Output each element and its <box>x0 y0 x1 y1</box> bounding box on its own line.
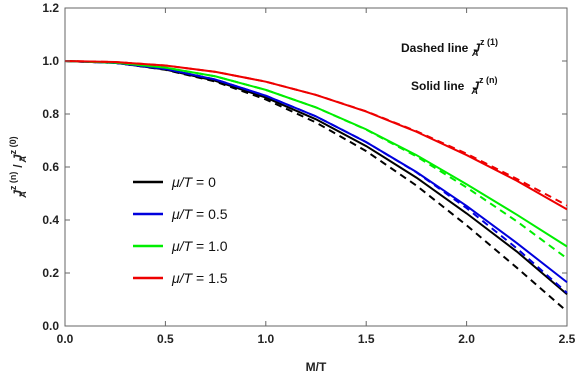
series-1-dashed-line <box>64 60 568 294</box>
series-3-solid-line <box>64 60 568 211</box>
y-label-main-2: J <box>11 154 25 161</box>
y-label-sup-1: z (n) <box>8 172 18 191</box>
legend-label-0: μ/T = 0 <box>171 174 216 190</box>
legend-label-3: μ/T = 1.5 <box>171 270 228 286</box>
legend-label-2: μ/T = 1.0 <box>171 238 228 254</box>
series-0-solid-line <box>64 60 568 295</box>
y-tick-label: 1.2 <box>42 1 59 15</box>
y-tick-label: 0.0 <box>42 319 59 333</box>
x-tick-label: 1.0 <box>257 332 274 346</box>
y-label-sub-1: A <box>18 191 28 199</box>
ticks-layer: 0.0 0.5 1.0 1.5 2.0 2.5 0.0 0.2 0.4 0.6 0.8 1.0 1.2 <box>42 1 575 346</box>
annotation-dashed: Dashed line Jz (1) A <box>401 37 498 58</box>
y-label-slash: / <box>11 161 25 171</box>
x-tick-label: 0.5 <box>157 332 174 346</box>
series-2-solid-line <box>64 60 568 248</box>
annotation-dashed-text: Dashed line Jz (1) A <box>401 37 498 58</box>
y-label-main-1: J <box>11 190 25 197</box>
x-tick-label: 0.0 <box>57 332 74 346</box>
annotation-solid-text: Solid line Jz (n) A <box>411 75 498 96</box>
series-0-dashed-line <box>64 60 568 313</box>
annotation-solid: Solid line Jz (n) A <box>411 75 498 96</box>
x-tick-label: 2.0 <box>458 332 475 346</box>
x-axis-label: M/T <box>306 360 327 374</box>
x-tick-label: 1.5 <box>358 332 375 346</box>
y-tick-label: 0.8 <box>42 107 59 121</box>
y-tick-label: 0.6 <box>42 160 59 174</box>
series-layer <box>64 60 568 313</box>
legend-label-1: μ/T = 0.5 <box>171 206 228 222</box>
y-label-sub-2: A <box>18 156 28 164</box>
y-axis-label: Jz (n)A / Jz (0)A <box>8 136 28 198</box>
y-tick-label: 1.0 <box>42 54 59 68</box>
y-tick-label: 0.4 <box>42 213 59 227</box>
y-label-sup-2: z (0) <box>8 136 18 154</box>
legend: μ/T = 0 μ/T = 0.5 μ/T = 1.0 μ/T = 1.5 <box>133 174 228 286</box>
y-tick-label: 0.2 <box>42 266 59 280</box>
x-tick-label: 2.5 <box>559 332 576 346</box>
